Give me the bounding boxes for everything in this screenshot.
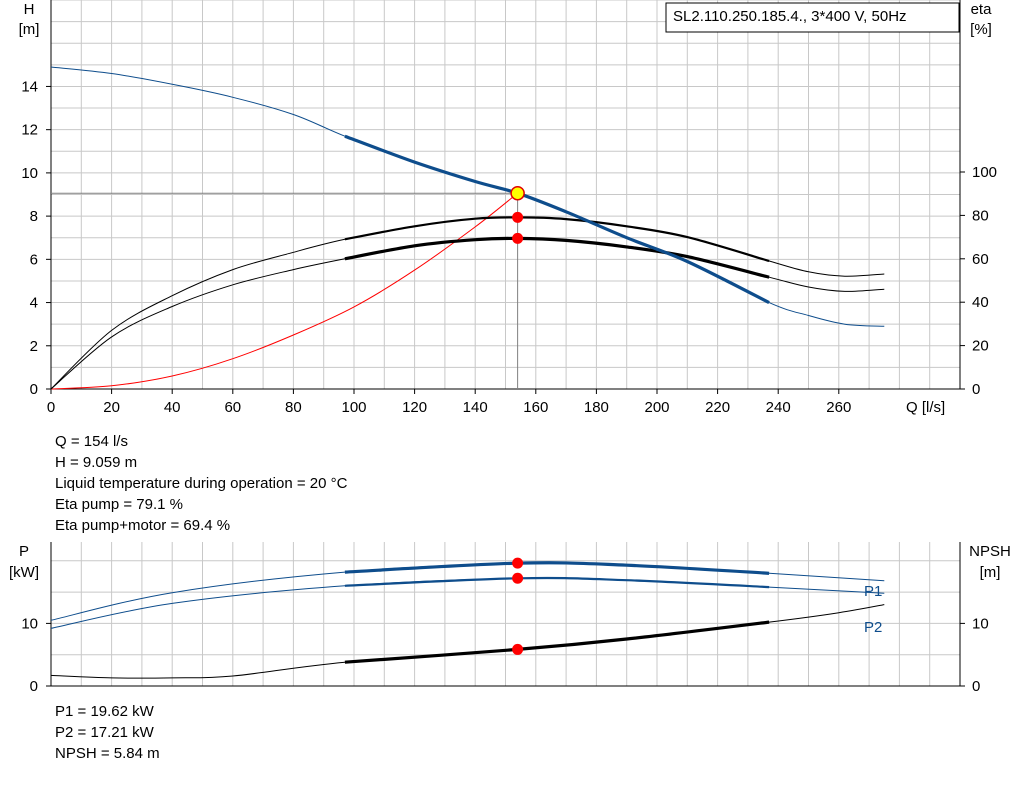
- eta-tick-label: 20: [972, 338, 989, 355]
- y-tick-label: 10: [21, 165, 38, 182]
- npsh-axis-label: NPSH: [969, 543, 1011, 560]
- eta-tick-label: 60: [972, 251, 989, 268]
- power-tick-label: 10: [21, 615, 38, 632]
- npsh_curve-marker: [512, 643, 524, 655]
- x-tick-label: 140: [463, 399, 488, 416]
- p2_curve-marker: [512, 572, 524, 584]
- x-tick-label: 0: [47, 399, 55, 416]
- p2-curve-label: P2: [864, 619, 882, 636]
- x-tick-label: 120: [402, 399, 427, 416]
- y-tick-label: 14: [21, 78, 38, 95]
- eta-pump-curve-operating: [344, 216, 770, 263]
- x-tick-label: 220: [705, 399, 730, 416]
- chart-axes: [46, 0, 965, 687]
- x-tick-label: 100: [341, 399, 366, 416]
- p1_curve-marker: [512, 557, 524, 569]
- y-tick-label: 6: [30, 251, 38, 268]
- head-curve-full: [50, 66, 885, 327]
- x-tick-label: 20: [103, 399, 120, 416]
- eta-total-curve-full: [50, 237, 885, 390]
- operating-point-readout: Q = 154 l/s H = 9.059 m Liquid temperatu…: [55, 431, 347, 536]
- x-tick-label: 200: [644, 399, 669, 416]
- npsh-curve-operating: [344, 620, 770, 664]
- head-chart-grid: [51, 0, 960, 389]
- head-axis-unit: [m]: [19, 21, 40, 38]
- eta-pump-curve-full: [50, 216, 885, 390]
- power-readout: P1 = 19.62 kW P2 = 17.21 kW NPSH = 5.84 …: [55, 701, 160, 764]
- p2-curve-operating: [344, 576, 770, 589]
- eta-total-curve-operating: [344, 236, 770, 279]
- y-tick-label: 0: [30, 381, 38, 398]
- flow-readout: Q = 154 l/s: [55, 433, 128, 450]
- head-readout: H = 9.059 m: [55, 454, 138, 471]
- npsh-axis-unit: [m]: [980, 564, 1001, 581]
- duty-point-marker: [510, 185, 525, 201]
- chart-series: [50, 66, 885, 679]
- eta-axis-unit: [%]: [970, 21, 992, 38]
- npsh-curve-full: [50, 604, 885, 679]
- eta-pump-readout: Eta pump = 79.1 %: [55, 496, 183, 513]
- eta-total-readout: Eta pump+motor = 69.4 %: [55, 517, 231, 534]
- p2-readout: P2 = 17.21 kW: [55, 724, 154, 741]
- power-chart-grid: [51, 542, 960, 686]
- x-axis-label: Q [l/s]: [906, 399, 945, 416]
- chart-labels: 0 20 40 60 80 100 120 140 160 180 200 220 240 2600246…: [9, 1, 1011, 695]
- chart-markers: [510, 185, 525, 655]
- x-tick-label: 240: [766, 399, 791, 416]
- y-tick-label: 12: [21, 122, 38, 139]
- eta-tick-label: 0: [972, 381, 980, 398]
- power-axis-unit: [kW]: [9, 564, 39, 581]
- y-tick-label: 4: [30, 295, 38, 312]
- eta_total_curve-marker: [512, 232, 524, 244]
- eta-tick-label: 40: [972, 294, 989, 311]
- p1-curve-label: P1: [864, 583, 882, 600]
- x-tick-label: 40: [164, 399, 181, 416]
- x-tick-label: 60: [224, 399, 241, 416]
- eta-tick-label: 100: [972, 164, 997, 181]
- pump-label-box: SL2.110.250.185.4., 3*400 V, 50Hz: [665, 2, 960, 33]
- power-tick-label: 0: [30, 678, 38, 695]
- p1-curve-operating: [344, 561, 770, 575]
- power-axis-label: P: [19, 543, 29, 560]
- npsh-tick-label: 10: [972, 615, 989, 632]
- npsh-tick-label: 0: [972, 678, 980, 695]
- head-axis-label: H: [24, 1, 35, 18]
- x-tick-label: 180: [584, 399, 609, 416]
- p1-readout: P1 = 19.62 kW: [55, 703, 154, 720]
- pump-label: SL2.110.250.185.4., 3*400 V, 50Hz: [673, 8, 907, 25]
- x-tick-label: 160: [523, 399, 548, 416]
- head-curve-operating: [344, 134, 770, 305]
- x-tick-label: 80: [285, 399, 302, 416]
- y-tick-label: 2: [30, 338, 38, 355]
- eta-axis-label: eta: [971, 1, 993, 18]
- eta_pump_curve-marker: [512, 211, 524, 223]
- temperature-readout: Liquid temperature during operation = 20…: [55, 475, 348, 492]
- eta-tick-label: 80: [972, 207, 989, 224]
- npsh-readout: NPSH = 5.84 m: [55, 745, 160, 762]
- y-tick-label: 8: [30, 208, 38, 225]
- x-tick-label: 260: [826, 399, 851, 416]
